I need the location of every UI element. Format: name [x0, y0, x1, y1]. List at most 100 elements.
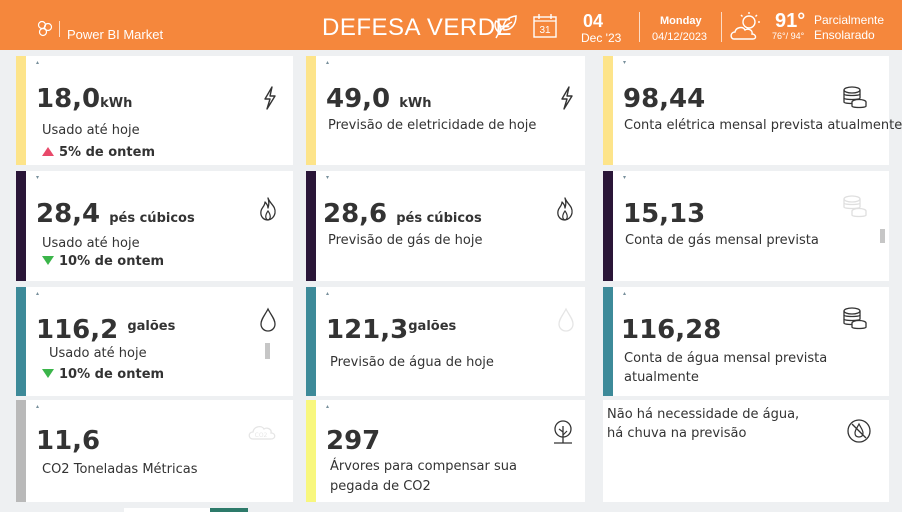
card-accent-bar [306, 56, 316, 165]
card-trees[interactable]: ▴ 297 Árvores para compensar sua pegada … [306, 400, 585, 502]
kpi-value: 121,3galões [326, 315, 456, 345]
card-electricity-bill[interactable]: ▾ 98,44 Conta elétrica mensal prevista a… [603, 56, 902, 165]
date-month-year: Dec '23 [581, 31, 622, 45]
kpi-value: 116,2 galões [36, 315, 175, 345]
flame-icon [557, 197, 573, 221]
card-accent-bar [16, 400, 26, 502]
kpi-number: 28,4 [36, 199, 101, 229]
scrollbar-thumb[interactable] [880, 229, 885, 243]
power-bi-market-logo-icon [37, 20, 53, 37]
kpi-value: 98,44 [623, 84, 706, 114]
kpi-unit: galões [408, 319, 457, 334]
header-divider [721, 12, 722, 42]
kpi-number: 18,0 [36, 84, 101, 114]
scrollbar-thumb[interactable] [265, 343, 270, 359]
card-accent-bar [603, 287, 613, 396]
kpi-value: 297 [326, 426, 381, 456]
kpi-label: Usado até hoje [42, 123, 140, 138]
card-accent-bar [306, 400, 316, 502]
date-day: 04 [583, 11, 604, 31]
kpi-label: Previsão de água de hoje [330, 355, 494, 370]
card-gas-bill[interactable]: ▾ 15,13 Conta de gás mensal prevista [603, 171, 889, 281]
kpi-delta: 10% de ontem [42, 367, 164, 382]
temperature: 91° [775, 10, 806, 32]
sparkline-marker: ▴ [326, 290, 330, 297]
rain-message: Não há necessidade de água, [607, 407, 800, 422]
calendar-icon: 31 [533, 14, 557, 38]
full-date: 04/12/2023 [652, 31, 708, 43]
kpi-label: atualmente [624, 370, 699, 385]
page-title: DEFESA VERDE [322, 14, 513, 41]
droplet-icon [260, 307, 276, 332]
kpi-value: 11,6 [36, 426, 101, 456]
kpi-unit: pés cúbicos [109, 211, 195, 226]
down-arrow-icon [42, 256, 54, 265]
droplet-icon [558, 307, 574, 332]
partly-sunny-icon [730, 12, 760, 40]
coins-icon [843, 86, 867, 109]
kpi-number: 116,2 [36, 315, 119, 345]
temperature-range: 76°/ 94° [772, 31, 805, 41]
kpi-number: 28,6 [323, 199, 388, 229]
sparkline-marker: ▴ [36, 290, 40, 297]
card-accent-bar [306, 171, 316, 281]
flame-icon [260, 197, 276, 221]
brand-name[interactable]: Power BI Market [67, 27, 164, 42]
kpi-label: Previsão de gás de hoje [328, 233, 483, 248]
no-water-icon [847, 419, 871, 443]
down-arrow-icon [42, 369, 54, 378]
weather-condition: Parcialmente [814, 13, 885, 27]
leaf-icon [494, 15, 517, 39]
kpi-label: CO2 Toneladas Métricas [42, 462, 198, 477]
kpi-label: Conta de gás mensal prevista [625, 233, 819, 248]
kpi-unit: pés cúbicos [396, 211, 482, 226]
card-rain[interactable]: Não há necessidade de água, há chuva na … [603, 400, 889, 502]
card-water-bill[interactable]: ▴ 116,28 Conta de água mensal prevista a… [603, 287, 889, 396]
sparkline-marker: ▴ [326, 59, 330, 66]
card-accent-bar [16, 56, 26, 165]
card-electricity-forecast[interactable]: ▴ 49,0 kWh Previsão de eletricidade de h… [306, 56, 585, 165]
kpi-label: pegada de CO2 [330, 479, 431, 494]
card-accent-bar [306, 287, 316, 396]
weekday: Monday [660, 15, 702, 27]
sparkline-marker: ▴ [326, 403, 330, 410]
logo-divider [59, 21, 60, 37]
kpi-value: 49,0 kWh [326, 84, 431, 114]
up-arrow-icon [42, 147, 54, 156]
kpi-value: 28,4 pés cúbicos [36, 199, 195, 229]
svg-text:CO2: CO2 [255, 432, 268, 439]
sparkline-marker: ▴ [36, 403, 40, 410]
card-water-used[interactable]: ▴ 116,2 galões Usado até hoje 10% de ont… [16, 287, 293, 396]
weather-condition: Ensolarado [814, 28, 875, 42]
page-tab[interactable] [124, 508, 248, 512]
kpi-delta-text: 10% de ontem [59, 367, 165, 382]
sparkline-marker: ▾ [36, 174, 40, 181]
kpi-delta-text: 5% de ontem [59, 145, 156, 160]
sparkline-marker: ▴ [623, 290, 627, 297]
kpi-delta-text: 10% de ontem [59, 254, 165, 269]
kpi-unit: galões [127, 319, 176, 334]
kpi-value: 116,28 [621, 315, 722, 345]
header-divider [639, 12, 640, 42]
kpi-value: 28,6 pés cúbicos [323, 199, 482, 229]
card-co2[interactable]: ▴ 11,6 CO2 Toneladas Métricas CO2 [16, 400, 293, 502]
card-gas-used[interactable]: ▾ 28,4 pés cúbicos Usado até hoje 10% de… [16, 171, 293, 281]
kpi-label: Usado até hoje [49, 346, 147, 361]
card-accent-bar [603, 171, 613, 281]
card-water-forecast[interactable]: ▴ 121,3galões Previsão de água de hoje [306, 287, 585, 396]
kpi-unit: kWh [399, 96, 432, 111]
tree-icon [554, 420, 572, 444]
card-accent-bar [16, 287, 26, 396]
page-tab-active-indicator [210, 508, 248, 512]
co2-cloud-icon: CO2 [248, 425, 276, 440]
kpi-label: Previsão de eletricidade de hoje [328, 118, 537, 133]
kpi-number: 49,0 [326, 84, 391, 114]
lightning-icon [264, 86, 276, 110]
calendar-icon-text: 31 [539, 25, 551, 36]
sparkline-marker: ▴ [36, 59, 40, 66]
card-electricity-used[interactable]: ▴ 18,0kWh Usado até hoje 5% de ontem [16, 56, 293, 165]
card-gas-forecast[interactable]: ▾ 28,6 pés cúbicos Previsão de gás de ho… [306, 171, 585, 281]
sparkline-marker: ▾ [326, 174, 330, 181]
kpi-delta: 10% de ontem [42, 254, 164, 269]
kpi-label: Usado até hoje [42, 236, 140, 251]
